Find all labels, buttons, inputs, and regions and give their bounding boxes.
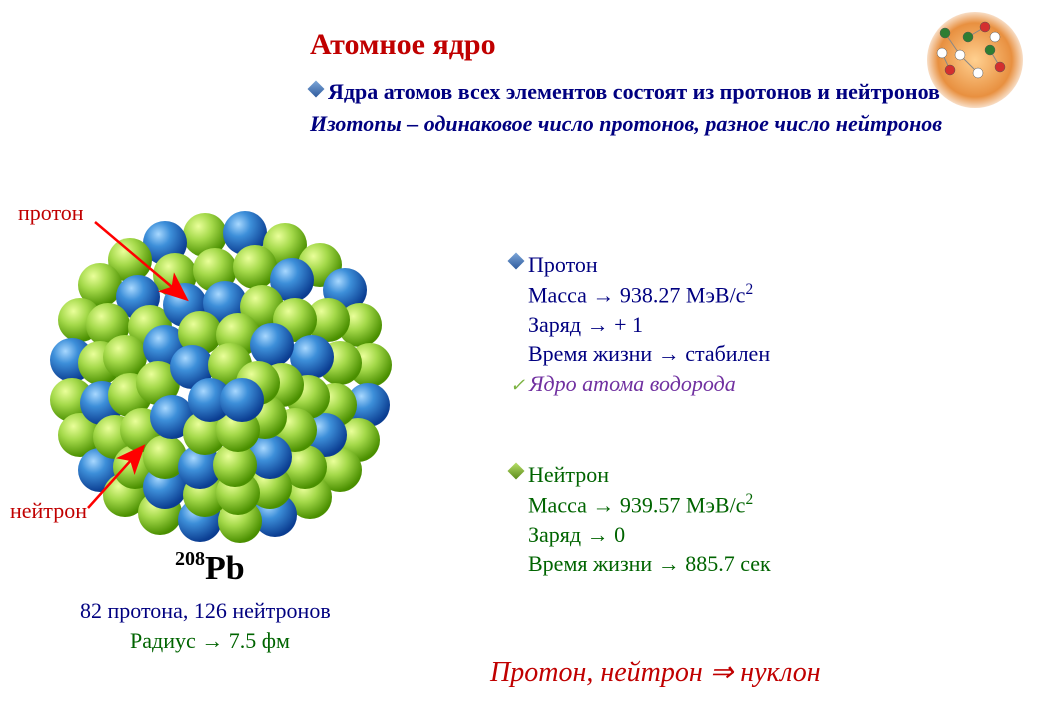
- neutron-name-row: Нейтрон: [510, 460, 771, 490]
- thumbnail-nucleus: [927, 12, 1023, 108]
- isotope-radius: Радиус → 7.5 фм: [130, 628, 290, 654]
- proton-name-row: Протон: [510, 250, 770, 280]
- proton-charge: Заряд → + 1: [510, 310, 770, 340]
- neutron-lifetime: Время жизни → 885.7 сек: [510, 549, 771, 579]
- isotope-composition: 82 протона, 126 нейтронов: [80, 598, 331, 624]
- footer-nucleon: Протон, нейтрон ⇒ нуклон: [490, 655, 821, 689]
- mass-number: 208: [175, 548, 205, 570]
- isotope-symbol: 208Pb: [175, 548, 245, 588]
- diamond-bullet-icon: [508, 463, 525, 480]
- proton-note-row: ✓Ядро атома водорода: [510, 369, 770, 399]
- proton-info: Протон Масса → 938.27 МэВ/с2 Заряд → + 1…: [510, 250, 770, 399]
- neutron-mass: Масса → 939.57 МэВ/с2: [510, 490, 771, 520]
- proton-mass: Масса → 938.27 МэВ/с2: [510, 280, 770, 310]
- neutron-name: Нейтрон: [528, 460, 609, 490]
- diamond-bullet-icon: [508, 253, 525, 270]
- neutron-charge: Заряд → 0: [510, 520, 771, 550]
- proton-lifetime: Время жизни → стабилен: [510, 339, 770, 369]
- neutron-info: Нейтрон Масса → 939.57 МэВ/с2 Заряд → 0 …: [510, 460, 771, 579]
- proton-note: Ядро атома водорода: [529, 371, 736, 396]
- checkmark-icon: ✓: [510, 375, 525, 395]
- element-symbol: Pb: [205, 550, 245, 587]
- proton-name: Протон: [528, 250, 598, 280]
